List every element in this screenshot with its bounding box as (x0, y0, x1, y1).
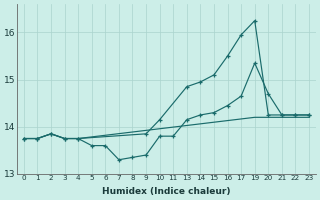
X-axis label: Humidex (Indice chaleur): Humidex (Indice chaleur) (102, 187, 231, 196)
